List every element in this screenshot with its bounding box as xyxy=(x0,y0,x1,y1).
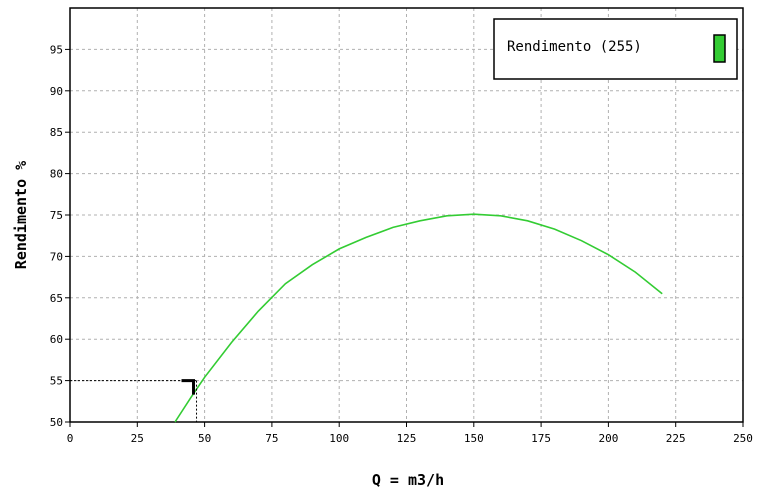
x-tick-label: 75 xyxy=(265,432,278,445)
series-line-rendimento xyxy=(174,213,663,423)
operating-point-bracket xyxy=(181,379,196,395)
tick-labels: 0 25 50 75 100 125 150 175 200 225 250 50 55 60 65 70 75… xyxy=(50,43,753,445)
y-tick-label: 70 xyxy=(50,250,63,263)
grid-lines xyxy=(70,8,743,422)
x-tick-label: 200 xyxy=(598,432,618,445)
x-axis-title: Q = m3/h xyxy=(372,471,444,489)
y-tick-label: 95 xyxy=(50,43,63,56)
x-tick-label: 225 xyxy=(666,432,686,445)
series-layer xyxy=(174,213,663,423)
legend-swatch xyxy=(713,34,726,63)
y-tick-label: 65 xyxy=(50,292,63,305)
y-tick-label: 55 xyxy=(50,375,63,388)
y-axis-title: Rendimento % xyxy=(12,161,30,269)
x-tick-label: 250 xyxy=(733,432,753,445)
y-tick-label: 50 xyxy=(50,416,63,429)
y-tick-label: 90 xyxy=(50,85,63,98)
legend-label: Rendimento (255) xyxy=(507,39,642,55)
x-tick-label: 0 xyxy=(67,432,74,445)
x-tick-label: 125 xyxy=(397,432,417,445)
x-tick-label: 150 xyxy=(464,432,484,445)
plot-frame xyxy=(69,7,744,423)
y-tick-label: 75 xyxy=(50,209,63,222)
x-tick-label: 100 xyxy=(329,432,349,445)
y-tick-label: 60 xyxy=(50,333,63,346)
y-tick-label: 80 xyxy=(50,168,63,181)
legend-box xyxy=(493,18,738,80)
x-tick-label: 175 xyxy=(531,432,551,445)
axes xyxy=(65,7,744,427)
operating-point-marker xyxy=(70,379,198,422)
legend: Rendimento (255) xyxy=(493,18,738,80)
x-tick-label: 25 xyxy=(131,432,144,445)
y-tick-label: 85 xyxy=(50,126,63,139)
x-tick-label: 50 xyxy=(198,432,211,445)
